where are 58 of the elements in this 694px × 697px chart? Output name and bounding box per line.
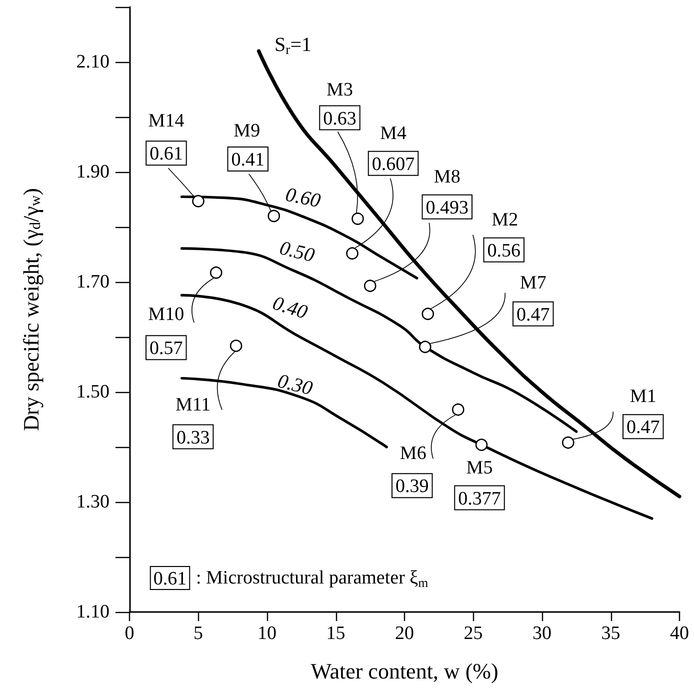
y-tick-label: 1.50 [76, 382, 110, 402]
text: 0.50 [277, 237, 317, 267]
x-tick-label: 20 [395, 623, 414, 644]
x-tick-label: 10 [258, 623, 276, 644]
annotation: 0.607 [372, 154, 415, 175]
annotation: M6 [400, 443, 426, 464]
y-tick-label: 1.90 [76, 162, 110, 182]
annotation: M4 [380, 122, 407, 144]
point [364, 280, 376, 292]
legend-label: 0.60 [284, 184, 322, 212]
annotation: 0.33 [176, 427, 210, 448]
point [192, 195, 204, 208]
x-tick-label: 40 [670, 623, 689, 644]
text: 0.30 [275, 370, 315, 400]
x-tick-label: 5 [194, 623, 203, 644]
point [230, 340, 242, 352]
point [475, 438, 488, 451]
annotation: 0.41 [231, 150, 264, 170]
annotation: 0.39 [396, 476, 429, 498]
x-tick-label: 30 [532, 623, 552, 644]
annotation: M10 [148, 304, 184, 326]
annotation: M1 [630, 386, 656, 408]
x-tick-label: 15 [326, 623, 346, 644]
x-tick-label: 35 [601, 623, 620, 644]
annotation: 0.57 [150, 338, 183, 360]
annotation: M3 [326, 79, 353, 100]
point [210, 266, 222, 279]
annotation: 0.47 [516, 304, 550, 326]
annotation: M7 [520, 272, 546, 294]
annotation: M5 [466, 457, 493, 478]
y-tick-label: 1.10 [76, 602, 110, 622]
annotation: 0.61 [150, 144, 183, 165]
annotation: 0.493 [426, 197, 468, 218]
annotation: M2 [492, 209, 518, 230]
annotation: M8 [434, 166, 460, 188]
text: 0.40 [270, 292, 310, 324]
annotation: M14 [148, 110, 185, 132]
x-axis-title: Water content, w (%) [310, 658, 498, 684]
y-tick-label: 1.70 [76, 272, 110, 292]
annotation: M9 [234, 120, 260, 142]
point [418, 340, 432, 354]
y-axis-title: Dry specific weight, (γd/γw) [18, 188, 44, 431]
annotation: 0.61 [153, 568, 187, 590]
x-tick-label: 25 [464, 623, 483, 644]
annotation: 0.377 [458, 488, 501, 510]
annotation: 0.47 [626, 417, 660, 438]
annotation: M11 [175, 394, 211, 416]
y-tick-label: 2.10 [76, 52, 110, 72]
point [352, 212, 364, 225]
point [452, 403, 464, 416]
point [346, 247, 358, 260]
annotation: 0.56 [487, 240, 520, 262]
point [422, 308, 434, 320]
annotation: 0.63 [323, 108, 356, 130]
point [268, 210, 280, 222]
x-tick-label: 0 [124, 623, 134, 644]
point [562, 436, 574, 449]
y-tick-label: 1.30 [76, 492, 110, 512]
